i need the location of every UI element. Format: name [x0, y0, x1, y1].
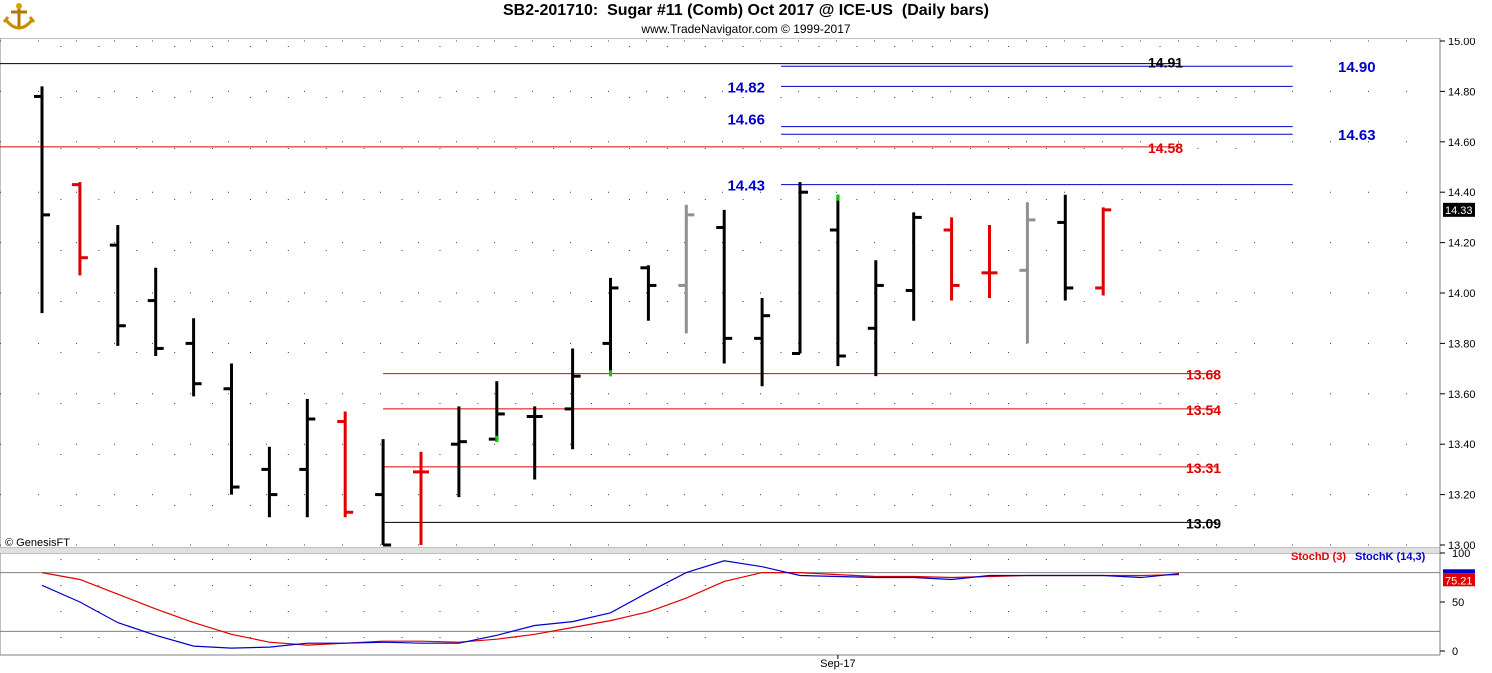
level-label: 14.90 — [1338, 59, 1376, 76]
ohlc-bar — [413, 451, 429, 545]
stochastic-panel — [0, 552, 1441, 656]
price-bars — [34, 86, 1112, 547]
ohlc-bar — [754, 298, 771, 387]
ohlc-bar — [147, 267, 164, 356]
ohlc-bar — [1057, 194, 1074, 301]
watermark-label: © GenesisFT — [5, 537, 70, 549]
ohlc-bar — [905, 212, 922, 321]
ohlc-bar — [602, 277, 619, 377]
ohlc-bar — [185, 318, 202, 397]
ohlc-bar — [640, 265, 657, 321]
y-tick-label: 13.00 — [1448, 540, 1476, 552]
ohlc-bar — [716, 209, 733, 364]
x-tick-label: Sep-17 — [820, 658, 855, 670]
y-axis-background — [1440, 38, 1492, 673]
legend-stochk: StochK (14,3) — [1355, 551, 1426, 563]
y-tick-label: 14.40 — [1448, 187, 1476, 199]
level-label: 13.54 — [1186, 402, 1221, 418]
level-label: 14.66 — [727, 112, 765, 129]
ohlc-bar — [71, 182, 88, 276]
y-tick-label: 14.80 — [1448, 86, 1476, 98]
level-label: 13.68 — [1186, 367, 1221, 383]
ohlc-bar — [450, 406, 467, 498]
y-tick-label: 15.00 — [1448, 36, 1476, 48]
ohlc-bar — [792, 182, 808, 355]
ohlc-bar — [678, 204, 695, 334]
level-label: 14.58 — [1148, 140, 1183, 156]
y-tick-label: 13.40 — [1448, 439, 1476, 451]
panel-divider — [0, 548, 1440, 553]
stoch-y-tick-label: 50 — [1452, 597, 1464, 609]
stoch-series-line — [41, 571, 1180, 646]
ohlc-bar — [829, 194, 846, 367]
level-label: 13.31 — [1186, 460, 1221, 476]
y-tick-label: 14.20 — [1448, 238, 1476, 250]
ohlc-bar — [223, 363, 240, 495]
ohlc-bar — [337, 411, 354, 518]
y-tick-label: 13.80 — [1448, 338, 1476, 350]
ohlc-bar — [981, 224, 998, 299]
ohlc-bar — [299, 398, 316, 518]
legend-stochd: StochD (3) — [1291, 551, 1346, 563]
stoch-series-line — [41, 560, 1180, 649]
y-tick-label: 13.60 — [1448, 389, 1476, 401]
chart-title: SB2-201710: Sugar #11 (Comb) Oct 2017 @ … — [503, 2, 989, 19]
ohlc-bar — [1095, 207, 1112, 296]
level-label: 14.43 — [727, 178, 765, 195]
stoch-last-tag — [1443, 573, 1475, 587]
stoch-last-label: 75.21 — [1445, 575, 1473, 587]
level-label: 14.82 — [727, 79, 765, 96]
ohlc-bar — [867, 260, 884, 377]
y-tick-label: 13.20 — [1448, 490, 1476, 502]
anchor-logo-icon — [2, 3, 36, 30]
level-label: 14.63 — [1338, 127, 1376, 144]
chart-subtitle: www.TradeNavigator.com © 1999-2017 — [641, 22, 851, 36]
stoch-y-tick-label: 100 — [1452, 548, 1470, 560]
level-label: 13.09 — [1186, 515, 1221, 531]
last-price-tag — [1443, 202, 1475, 217]
y-tick-label: 14.00 — [1448, 288, 1476, 300]
last-price-label: 14.33 — [1445, 205, 1473, 217]
ohlc-bar — [1019, 202, 1036, 344]
title-bar: SB2-201710: Sugar #11 (Comb) Oct 2017 @ … — [0, 0, 1492, 38]
stoch-k-tag — [1443, 569, 1475, 574]
ohlc-bar — [375, 439, 392, 547]
y-tick-label: 14.60 — [1448, 137, 1476, 149]
ohlc-bar — [34, 86, 50, 314]
price-panel — [0, 37, 1441, 549]
ohlc-bar — [564, 348, 581, 450]
stoch-y-tick-label: 0 — [1452, 646, 1458, 658]
ohlc-bar — [261, 446, 278, 518]
ohlc-bar — [943, 217, 960, 301]
level-label: 14.91 — [1148, 55, 1183, 71]
ohlc-bar — [109, 224, 126, 346]
ohlc-bar — [526, 406, 543, 480]
ohlc-bar — [488, 381, 505, 442]
